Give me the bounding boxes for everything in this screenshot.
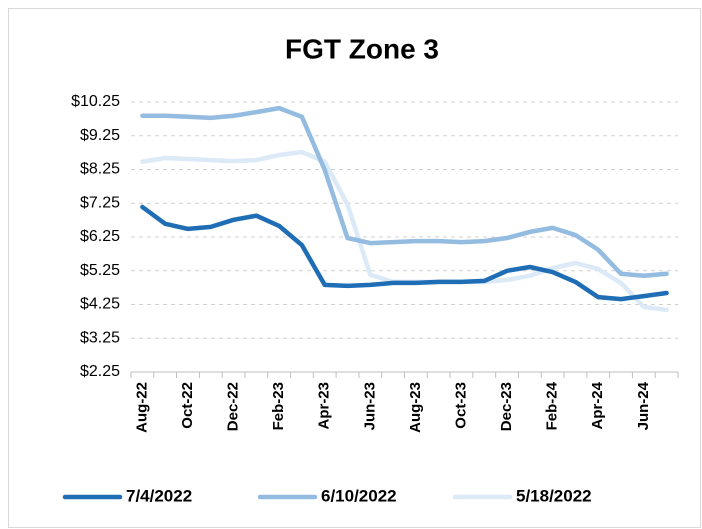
- x-tick-label: Oct-22: [179, 382, 196, 429]
- x-tick-label: Feb-23: [270, 382, 287, 430]
- y-tick-label: $4.25: [80, 296, 120, 313]
- series-line: [140, 204, 669, 302]
- x-tick-label: Jun-24: [635, 381, 652, 430]
- x-tick-label: Dec-23: [498, 382, 515, 431]
- x-tick-label: Oct-23: [452, 382, 469, 429]
- legend-label: 7/4/2022: [126, 486, 192, 505]
- y-tick-label: $7.25: [80, 194, 120, 211]
- chart-frame: [8, 8, 701, 528]
- y-tick-label: $10.25: [71, 93, 120, 110]
- chart-title: FGT Zone 3: [285, 33, 439, 64]
- x-tick-label: Apr-24: [589, 381, 606, 429]
- y-tick-label: $9.25: [80, 127, 120, 144]
- x-tick-label: Aug-22: [133, 382, 150, 433]
- x-tick-label: Dec-22: [225, 382, 242, 431]
- y-tick-label: $3.25: [80, 329, 120, 346]
- x-tick-label: Aug-23: [407, 382, 424, 433]
- y-tick-label: $8.25: [80, 161, 120, 178]
- x-tick-label: Jun-23: [361, 382, 378, 430]
- y-tick-label: $6.25: [80, 228, 120, 245]
- legend-label: 5/18/2022: [516, 486, 592, 505]
- legend-label: 6/10/2022: [321, 486, 397, 505]
- x-tick-label: Feb-24: [544, 381, 561, 430]
- series-line: [140, 105, 669, 279]
- y-tick-label: $5.25: [80, 262, 120, 279]
- x-tick-label: Apr-23: [316, 382, 333, 430]
- y-tick-label: $2.25: [80, 363, 120, 380]
